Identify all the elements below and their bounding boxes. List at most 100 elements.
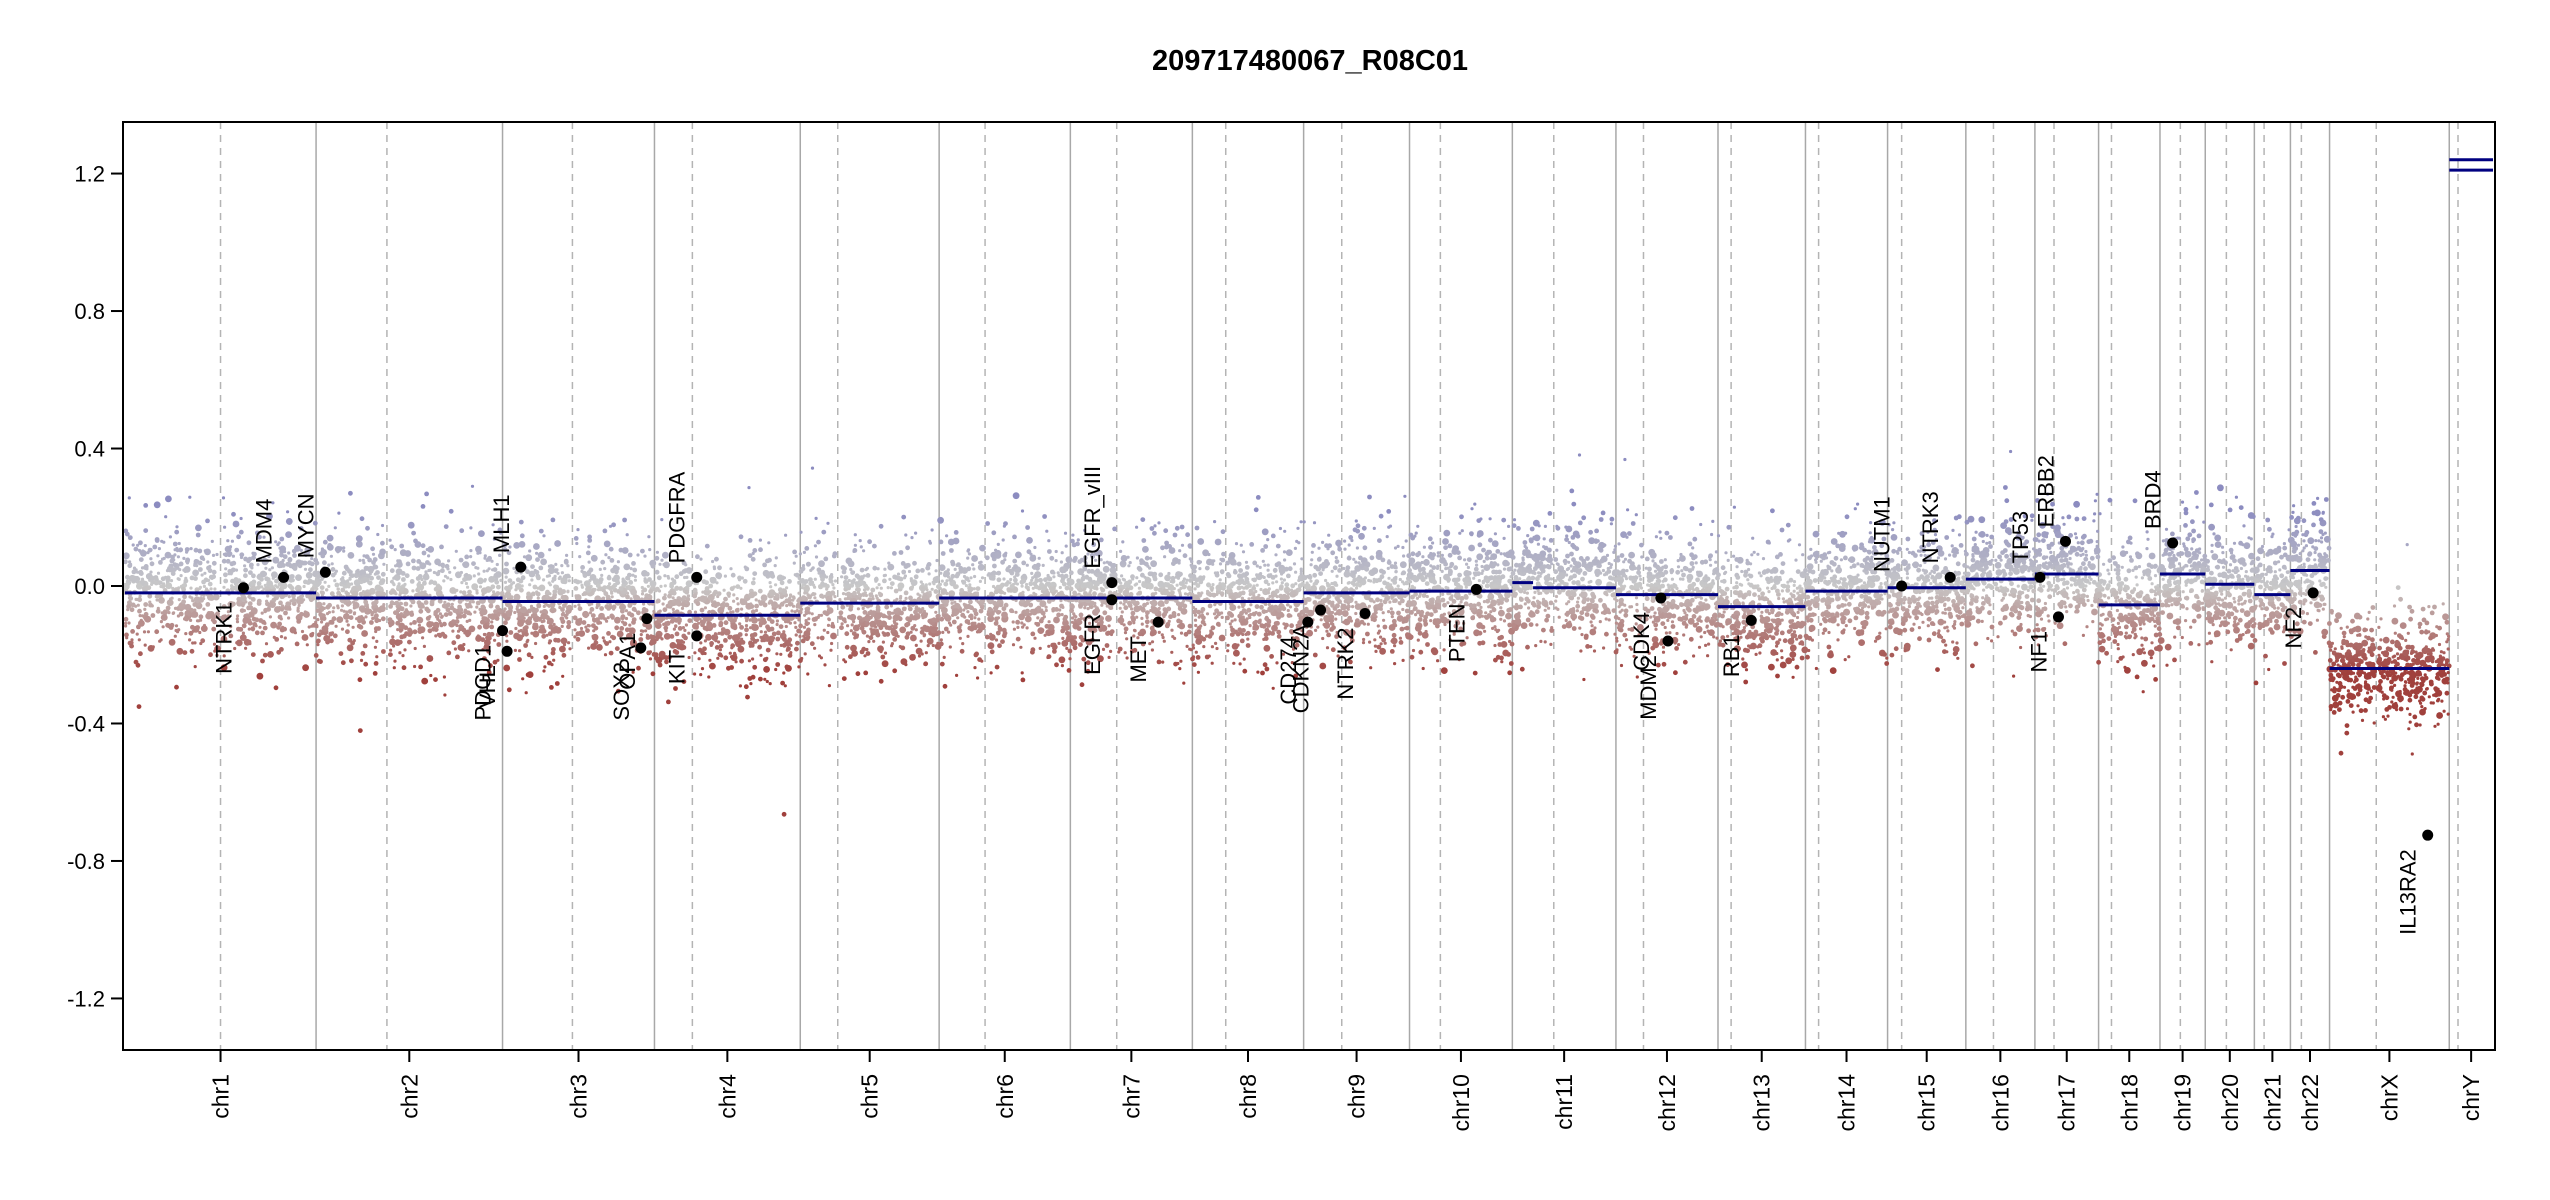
probe-point bbox=[614, 566, 620, 571]
probe-point bbox=[355, 535, 363, 542]
probe-point bbox=[1054, 662, 1059, 668]
probe-point bbox=[624, 627, 630, 633]
probe-point bbox=[1191, 662, 1197, 667]
probe-point bbox=[399, 601, 403, 605]
probe-point bbox=[468, 618, 472, 623]
probe-point bbox=[1164, 574, 1171, 582]
probe-point bbox=[655, 550, 660, 554]
probe-point bbox=[641, 589, 645, 593]
probe-point bbox=[238, 600, 243, 604]
probe-point bbox=[176, 647, 184, 655]
probe-point bbox=[212, 642, 217, 646]
probe-point bbox=[340, 578, 346, 584]
probe-point bbox=[294, 641, 300, 647]
probe-point bbox=[621, 547, 629, 554]
probe-point bbox=[193, 596, 201, 604]
probe-point bbox=[744, 633, 748, 637]
probe-point bbox=[660, 637, 664, 641]
probe-point bbox=[215, 611, 221, 617]
probe-point bbox=[1149, 631, 1155, 637]
probe-point bbox=[525, 569, 530, 575]
probe-point bbox=[1183, 631, 1189, 637]
probe-point bbox=[443, 574, 448, 578]
probe-point bbox=[1286, 603, 1290, 607]
probe-point bbox=[348, 615, 354, 620]
probe-point bbox=[693, 672, 697, 676]
probe-point bbox=[529, 604, 534, 609]
probe-point bbox=[342, 546, 346, 550]
probe-point bbox=[222, 552, 226, 556]
probe-point bbox=[707, 675, 711, 679]
probe-point bbox=[577, 606, 583, 612]
probe-point bbox=[490, 620, 494, 624]
probe-point bbox=[971, 606, 975, 611]
probe-point bbox=[157, 547, 161, 551]
probe-point bbox=[455, 634, 461, 640]
probe-point bbox=[657, 624, 661, 628]
probe-point bbox=[413, 664, 417, 669]
probe-point bbox=[396, 584, 402, 590]
probe-point bbox=[716, 656, 720, 660]
probe-point bbox=[823, 556, 829, 562]
probe-point bbox=[718, 616, 724, 621]
probe-point bbox=[757, 588, 763, 594]
probe-point bbox=[1061, 636, 1065, 641]
probe-point bbox=[508, 630, 514, 635]
probe-point bbox=[330, 562, 334, 566]
probe-point bbox=[829, 595, 833, 599]
probe-point bbox=[996, 616, 1001, 620]
probe-point bbox=[1156, 659, 1162, 665]
probe-point bbox=[1093, 604, 1097, 608]
probe-point bbox=[302, 664, 309, 672]
probe-point bbox=[380, 571, 386, 577]
probe-point bbox=[143, 643, 147, 647]
probe-point bbox=[777, 587, 783, 593]
probe-point bbox=[560, 637, 568, 645]
probe-point bbox=[672, 579, 677, 583]
probe-point bbox=[1177, 588, 1181, 592]
probe-point bbox=[1019, 645, 1023, 649]
probe-point bbox=[1095, 581, 1100, 587]
probe-point bbox=[523, 643, 528, 648]
probe-point bbox=[1220, 593, 1224, 597]
probe-point bbox=[792, 549, 797, 555]
probe-point bbox=[419, 590, 425, 596]
probe-point bbox=[1092, 591, 1097, 597]
probe-point bbox=[206, 560, 210, 564]
probe-point bbox=[1149, 526, 1155, 531]
probe-point bbox=[995, 609, 1001, 615]
probe-point bbox=[213, 587, 217, 591]
probe-point bbox=[1047, 549, 1052, 554]
probe-point bbox=[1033, 636, 1037, 640]
probe-point bbox=[257, 557, 262, 562]
probe-point bbox=[765, 558, 770, 564]
probe-point bbox=[291, 597, 297, 603]
probe-point bbox=[788, 596, 792, 601]
probe-point bbox=[905, 621, 911, 627]
probe-point bbox=[1050, 583, 1054, 587]
probe-point bbox=[810, 567, 814, 571]
probe-point bbox=[447, 611, 453, 616]
probe-point bbox=[588, 611, 593, 615]
probe-point bbox=[255, 530, 260, 536]
probe-point bbox=[923, 612, 927, 616]
probe-point bbox=[714, 556, 719, 562]
probe-point bbox=[1043, 633, 1047, 637]
probe-point bbox=[468, 612, 472, 616]
probe-point bbox=[826, 623, 831, 628]
probe-point bbox=[130, 638, 134, 642]
probe-point bbox=[794, 646, 799, 652]
probe-point bbox=[781, 601, 785, 605]
probe-point bbox=[401, 654, 405, 658]
probe-point bbox=[263, 610, 267, 614]
probe-point bbox=[207, 581, 213, 587]
probe-point bbox=[683, 628, 687, 633]
probe-point bbox=[393, 548, 397, 552]
probe-point bbox=[310, 587, 315, 592]
probe-point bbox=[1252, 560, 1258, 566]
probe-point bbox=[643, 577, 647, 581]
probe-point bbox=[1026, 537, 1033, 544]
probe-point bbox=[370, 546, 375, 552]
probe-point bbox=[371, 636, 375, 640]
probe-point bbox=[1072, 590, 1077, 596]
